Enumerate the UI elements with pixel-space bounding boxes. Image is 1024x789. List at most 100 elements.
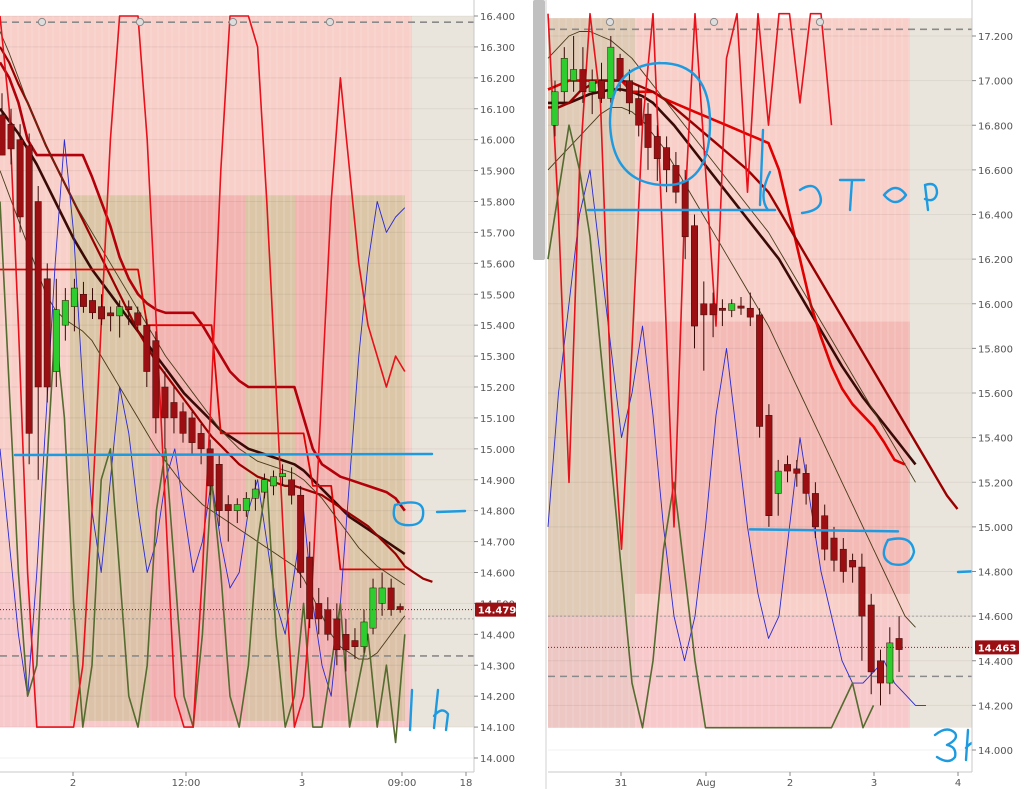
zone-band	[548, 616, 910, 728]
candle	[197, 433, 205, 450]
candle	[233, 504, 241, 511]
event-marker	[37, 17, 47, 27]
zone-band	[412, 16, 474, 728]
event-marker	[228, 17, 238, 27]
candle	[188, 417, 196, 443]
price-axis-tick-label: 15.000	[480, 445, 515, 456]
price-axis-tick-label: 15.300	[480, 352, 515, 363]
candle	[830, 537, 838, 561]
candle	[170, 402, 178, 419]
last-price-badge	[475, 602, 519, 617]
price-axis-tick-label: 14.400	[480, 630, 515, 641]
candle	[877, 660, 884, 684]
price-axis-tick-label: 16.600	[978, 166, 1013, 177]
candle	[691, 225, 698, 327]
price-axis-tick-label: 16.400	[480, 12, 515, 23]
candle	[746, 307, 754, 318]
price-axis-tick-label: 15.700	[480, 228, 515, 239]
candle	[811, 493, 819, 528]
price-axis-tick-label: 14.200	[480, 692, 515, 703]
chart-panel-3h: 17.200 17.000 16.800 16.600 16.400 16.200 16.0…	[547, 0, 1024, 789]
event-marker	[815, 17, 825, 27]
candle	[672, 165, 680, 193]
price-axis-tick-label: 15.900	[480, 167, 515, 178]
price-axis-tick-label: 15.100	[480, 414, 515, 425]
hand-o-letter	[882, 186, 908, 204]
price-axis-tick-label: 16.100	[480, 105, 515, 116]
candle	[607, 46, 615, 99]
time-axis-tick-label: 12:00	[172, 778, 201, 789]
price-axis-area	[972, 0, 1024, 789]
candle	[579, 69, 587, 93]
candle	[560, 58, 568, 93]
candle	[709, 303, 717, 316]
candle	[784, 464, 791, 472]
hand-dash-mark	[435, 509, 467, 514]
price-axis-tick-label: 14.800	[978, 568, 1013, 579]
price-axis-tick-label: 15.400	[480, 321, 515, 332]
price-axis-tick-label: 15.200	[480, 383, 515, 394]
last-price-label: 14.463	[978, 643, 1017, 654]
price-axis-tick-label: 15.800	[480, 198, 515, 209]
candle	[598, 80, 605, 99]
hand-circle-mark	[392, 501, 425, 527]
candle	[261, 479, 268, 493]
zone-band	[910, 18, 972, 728]
price-axis-tick-label: 15.400	[978, 434, 1013, 445]
candle	[700, 303, 708, 316]
candle	[270, 476, 277, 487]
time-axis-tick-label: Aug	[696, 778, 716, 789]
indicator-line-7	[547, 12, 833, 551]
price-axis-tick-label: 17.000	[978, 77, 1013, 88]
hand-t-letter	[838, 178, 866, 212]
price-axis-tick-label: 15.200	[978, 478, 1013, 489]
candle	[80, 294, 87, 307]
price-axis-tick-label: 14.000	[978, 746, 1013, 757]
indicator-line-4	[0, 31, 406, 586]
candle	[765, 415, 773, 516]
candle	[774, 470, 782, 494]
candle	[663, 147, 671, 171]
price-axis-tick-label: 14.300	[480, 661, 515, 672]
price-axis-tick-label: 14.900	[480, 476, 515, 487]
candle	[625, 80, 633, 104]
hand-s-letter	[798, 184, 823, 215]
candle	[89, 300, 96, 314]
time-axis-tick-label: 3	[299, 778, 305, 789]
candle	[635, 98, 643, 126]
scrollbar-thumb	[533, 0, 545, 260]
trendline-horizontal	[748, 528, 900, 533]
candle	[179, 411, 187, 434]
candle	[793, 468, 801, 474]
price-axis-tick-label: 16.200	[978, 255, 1013, 266]
price-axis-tick-label: 14.700	[480, 538, 515, 549]
candle	[161, 386, 169, 419]
zone-band	[635, 321, 910, 594]
candle	[16, 139, 24, 218]
price-axis-tick-label: 15.600	[480, 259, 515, 270]
event-marker	[325, 17, 335, 27]
candle	[70, 287, 78, 307]
event-marker	[709, 17, 719, 27]
candle	[570, 69, 578, 81]
candle	[653, 136, 661, 159]
zone-band	[350, 195, 405, 721]
candle	[895, 638, 903, 650]
candle	[288, 479, 296, 496]
candle	[152, 340, 160, 419]
indicator-line-2	[548, 79, 959, 510]
event-marker	[605, 17, 615, 27]
price-axis-tick-label: 16.800	[978, 121, 1013, 132]
candle	[351, 640, 359, 647]
candle	[324, 609, 332, 635]
candle	[215, 464, 223, 511]
candle	[858, 566, 866, 617]
zone-band	[295, 195, 350, 721]
time-axis-tick-label: 31	[615, 778, 628, 789]
candle	[849, 560, 857, 568]
indicator-line-6	[547, 124, 875, 729]
event-marker	[135, 17, 145, 27]
price-axis-tick-label: 16.400	[978, 211, 1013, 222]
candle	[107, 312, 115, 317]
